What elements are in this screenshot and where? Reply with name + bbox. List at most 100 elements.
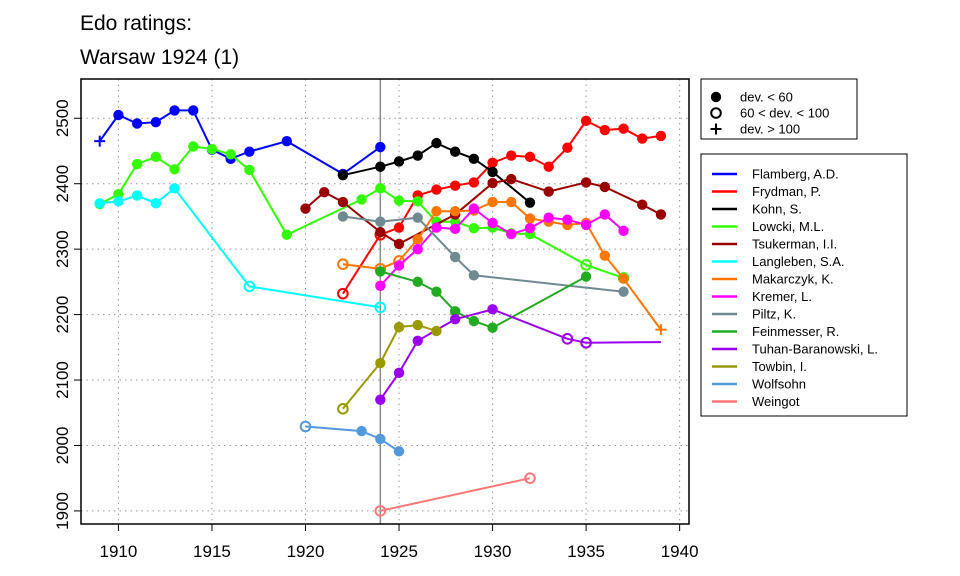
data-point: [468, 223, 480, 234]
series-line: [379, 308, 661, 401]
data-point: [468, 270, 480, 281]
data-point: [487, 166, 498, 178]
data-point: [599, 209, 611, 220]
series-legend-label: Kremer, L.: [752, 289, 812, 304]
data-point: [487, 196, 498, 208]
data-point: [393, 156, 405, 167]
data-point: [561, 333, 574, 345]
x-tick-label: 1915: [193, 542, 231, 561]
data-point: [449, 306, 461, 317]
x-tick-label: 1920: [287, 542, 325, 561]
series-legend-label: Lowcki, M.L.: [752, 219, 824, 234]
data-point: [244, 164, 255, 176]
data-point: [412, 319, 423, 331]
x-tick-label: 1925: [380, 542, 418, 561]
data-point: [543, 186, 554, 197]
series-legend-label: Frydman, P.: [752, 184, 821, 199]
data-point: [487, 322, 498, 333]
data-point: [319, 187, 330, 198]
marker-legend-symbol: [710, 91, 722, 103]
data-point: [356, 425, 367, 437]
data-point: [337, 169, 349, 181]
data-point: [169, 164, 180, 175]
data-point: [337, 196, 349, 208]
data-point: [393, 222, 405, 233]
series-legend-label: Tsukerman, I.I.: [752, 237, 837, 252]
plot-frame: [80, 78, 690, 525]
data-point: [131, 158, 143, 170]
data-point: [487, 157, 498, 168]
series-legend-label: Feinmesser, R.: [752, 324, 839, 339]
data-point: [655, 130, 667, 142]
data-point: [94, 198, 105, 209]
data-point: [543, 161, 554, 172]
data-point: [131, 190, 143, 201]
data-point: [468, 315, 480, 327]
data-point: [506, 150, 517, 161]
data-point: [506, 196, 517, 208]
data-point: [431, 137, 442, 149]
series-legend-label: Weingot: [752, 394, 800, 409]
series-feinmesser-r: [375, 266, 592, 333]
data-point: [281, 229, 292, 240]
data-point: [337, 211, 349, 222]
data-point: [524, 472, 536, 484]
data-point: [449, 216, 461, 227]
data-point: [412, 276, 423, 288]
y-tick-label: 2200: [53, 296, 72, 334]
data-point: [562, 142, 573, 153]
data-point: [188, 141, 199, 152]
data-point: [580, 219, 592, 231]
y-tick-label: 2100: [53, 361, 72, 399]
data-point: [393, 321, 405, 333]
data-point: [412, 196, 423, 207]
series-legend-label: Langleben, S.A.: [752, 254, 845, 269]
data-point: [655, 209, 667, 220]
data-point: [150, 151, 162, 163]
series-tuhan-baranowski-l: [375, 304, 661, 405]
data-point: [94, 135, 106, 147]
data-point: [618, 123, 629, 134]
data-point: [375, 216, 386, 227]
series-line: [99, 186, 381, 309]
series-legend-label: Flamberg, A.D.: [752, 167, 839, 182]
data-point: [281, 135, 292, 147]
y-tick-label: 1900: [53, 492, 72, 530]
data-point: [244, 146, 255, 157]
series-legend-box: [700, 153, 908, 417]
series-kohn-s: [337, 137, 536, 208]
data-point: [113, 109, 124, 121]
series-piltz-k: [337, 211, 629, 297]
series-legend-label: Makarczyk, K.: [752, 272, 834, 287]
data-point: [300, 203, 311, 214]
data-point: [524, 223, 536, 234]
data-point: [243, 280, 256, 293]
data-point: [449, 180, 461, 191]
data-point: [375, 141, 386, 153]
data-point: [374, 505, 387, 517]
series-legend-label: Towbin, I.: [752, 359, 807, 374]
marker-legend-symbol: [710, 107, 722, 119]
series-weingot: [374, 472, 536, 517]
x-axis: 1910 1915 1920 1925 1930 1935 1940: [100, 524, 699, 561]
data-point: [618, 273, 629, 284]
data-point: [580, 115, 592, 127]
data-point: [375, 266, 386, 277]
data-point: [337, 403, 349, 415]
data-point: [375, 394, 386, 405]
data-point: [393, 367, 405, 379]
data-point: [169, 183, 180, 194]
data-point: [468, 203, 480, 214]
data-point: [506, 173, 517, 185]
series-makarczyk-k: [337, 196, 667, 336]
series-legend: Flamberg, A.D. Frydman, P. Kohn, S. Lowcki,…: [700, 153, 908, 417]
data-point: [412, 150, 423, 161]
series-kremer-l: [375, 203, 629, 291]
series-towbin-i: [337, 319, 442, 415]
series-legend-label: Tuhan-Baranowski, L.: [752, 342, 878, 357]
data-point: [375, 357, 386, 369]
data-point: [375, 226, 386, 238]
data-point: [449, 223, 461, 235]
data-point: [543, 212, 554, 223]
data-point: [449, 251, 461, 263]
